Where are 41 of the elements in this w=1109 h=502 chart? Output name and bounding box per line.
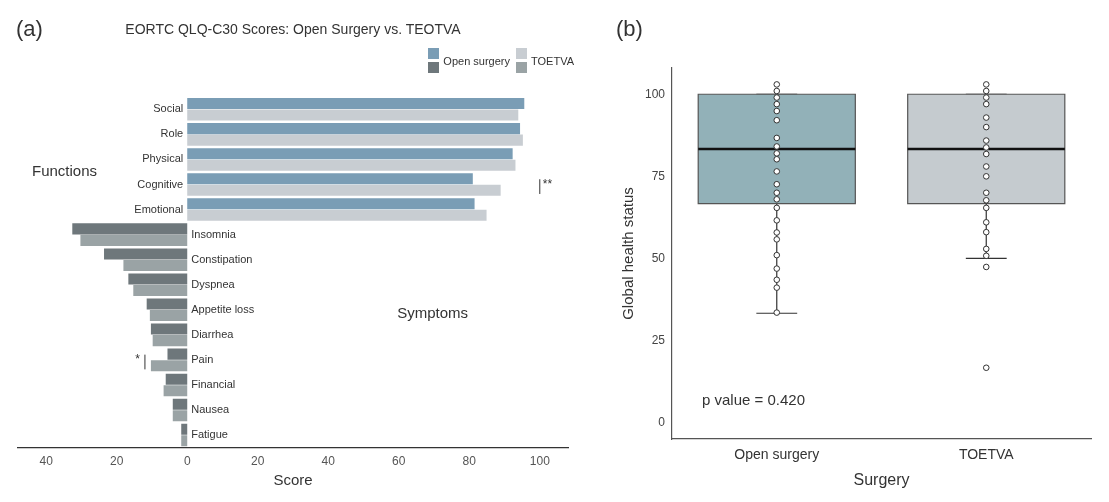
y-tick-label: Role [160, 127, 184, 140]
y-tick-label: Emotional [134, 202, 184, 215]
x-tick-label: 40 [321, 454, 336, 469]
y-tick-label: Pain [191, 352, 214, 365]
y-tick-label: Social [153, 102, 184, 115]
y-tick-label: Dyspnea [191, 277, 236, 290]
y-tick-label: Appetite loss [191, 302, 255, 315]
y-tick-label: Diarrhea [191, 327, 235, 340]
x-tick-label: 40 [39, 454, 54, 469]
annotation: * [135, 352, 141, 367]
y-tick-label: Physical [142, 152, 184, 165]
chart-title: EORTC QLQ-C30 Scores: Open Surgery vs. TEOTVA [125, 21, 462, 38]
x-tick-label: 20 [110, 454, 124, 469]
x-axis-title: Score [273, 471, 313, 489]
y-tick-label: Fatigue [191, 428, 228, 441]
y-tick-label: Financial [191, 377, 236, 390]
y-tick-label: Cognitive [137, 177, 184, 190]
y-tick-label: 25 [651, 332, 666, 347]
y-tick-label: 0 [658, 414, 666, 429]
legend-label: TOETVA [531, 54, 574, 67]
x-tick-label: 60 [392, 454, 406, 469]
x-tick-label: 100 [529, 454, 551, 469]
annotation: Symptoms [397, 303, 469, 321]
x-tick-label: TOETVA [958, 446, 1015, 463]
y-tick-label: Nausea [191, 403, 231, 416]
x-tick-label: Open surgery [734, 446, 820, 463]
x-tick-label: 80 [462, 454, 477, 469]
y-tick-label: 50 [651, 250, 666, 265]
x-axis-title: Surgery [853, 470, 910, 488]
y-tick-label: 100 [644, 86, 666, 101]
text: (a) [16, 16, 43, 42]
y-tick-label: Insomnia [191, 227, 237, 240]
annotation: Functions [32, 162, 98, 180]
annotation: p value = 0.420 [702, 391, 806, 409]
annotation: ** [542, 176, 553, 191]
legend-label: Open surgery [443, 54, 510, 67]
x-tick-label: 20 [251, 454, 265, 469]
y-tick-label: 75 [651, 168, 666, 183]
y-tick-label: Constipation [191, 252, 253, 265]
y-axis-title: Global health status [619, 187, 637, 320]
text: (b) [616, 16, 643, 42]
